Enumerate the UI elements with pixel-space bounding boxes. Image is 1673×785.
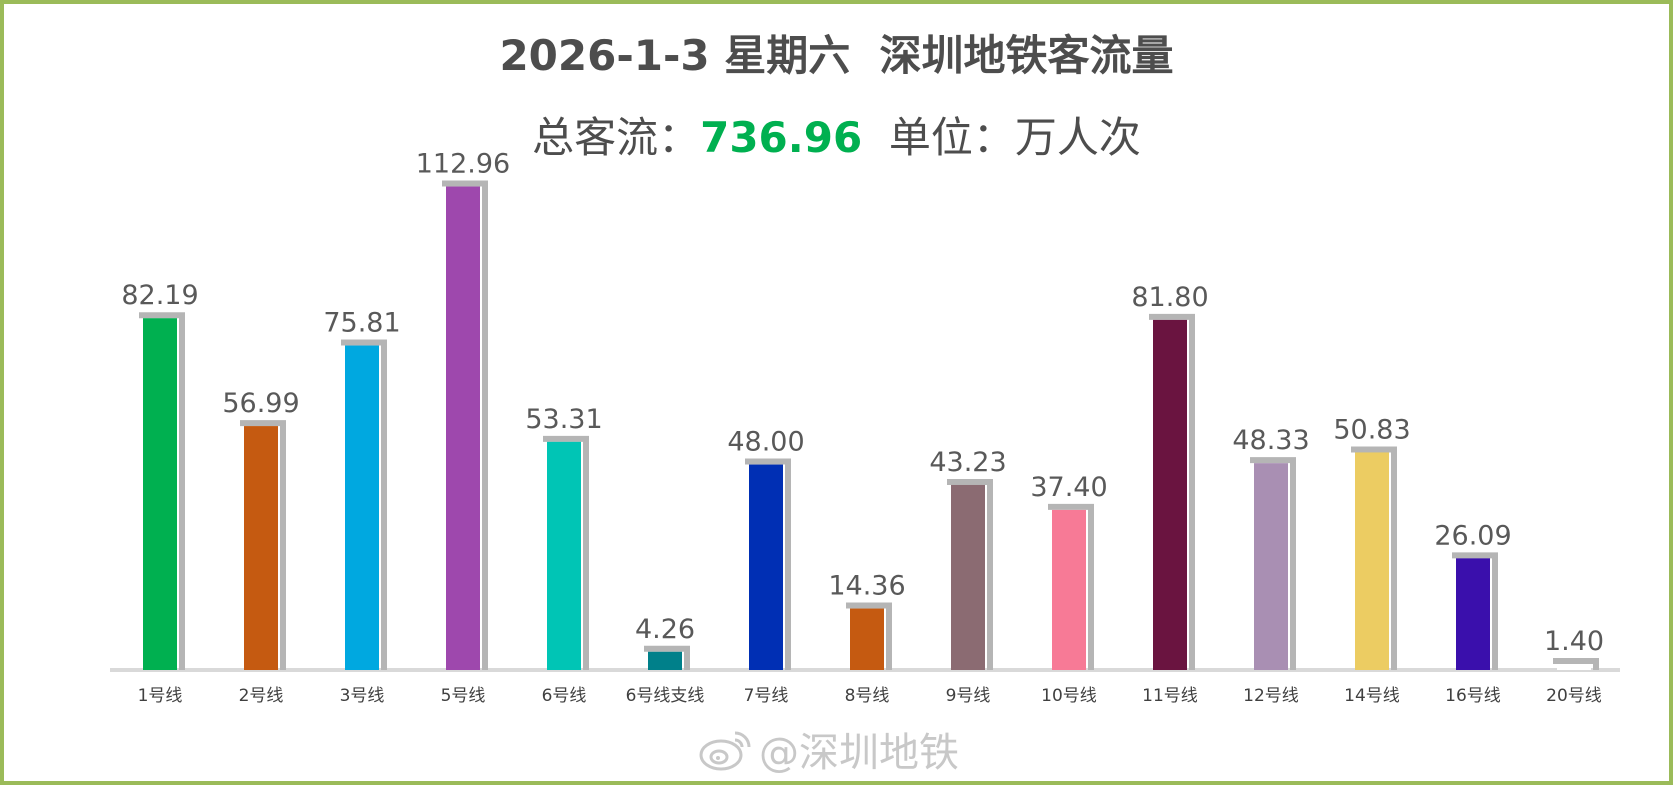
bar-shadow xyxy=(442,180,488,671)
value-label: 75.81 xyxy=(323,308,400,339)
category-label: 2号线 xyxy=(239,686,284,706)
value-label: 48.00 xyxy=(727,427,804,458)
watermark: @深圳地铁 xyxy=(697,720,959,778)
bar-shadow xyxy=(1048,503,1094,670)
category-label: 6号线 xyxy=(542,686,587,706)
value-label: 112.96 xyxy=(416,149,510,180)
category-label: 14号线 xyxy=(1344,686,1400,706)
value-label: 43.23 xyxy=(929,447,1006,478)
bar-7号线 xyxy=(749,464,783,670)
value-label: 4.26 xyxy=(635,614,695,645)
bar-shadow xyxy=(139,312,185,670)
category-label: 16号线 xyxy=(1445,686,1501,706)
bar-2号线 xyxy=(244,426,278,670)
bar-shadow xyxy=(1553,658,1599,670)
bar-shadow xyxy=(745,458,791,670)
bar-3号线 xyxy=(345,345,379,670)
value-label: 14.36 xyxy=(828,571,905,602)
value-label: 56.99 xyxy=(222,388,299,419)
bar-12号线 xyxy=(1254,463,1288,670)
value-label: 48.33 xyxy=(1232,425,1309,456)
bar-shadow xyxy=(644,645,690,670)
bar-6号线支线 xyxy=(648,651,682,670)
bar-10号线 xyxy=(1052,509,1086,670)
bar-16号线 xyxy=(1456,558,1490,670)
bar-shadow xyxy=(341,339,387,670)
category-label: 8号线 xyxy=(845,686,890,706)
value-label: 50.83 xyxy=(1333,414,1410,445)
category-label: 5号线 xyxy=(441,686,486,706)
bar-14号线 xyxy=(1355,452,1389,670)
value-label: 1.40 xyxy=(1544,626,1604,657)
bar-20号线 xyxy=(1557,664,1591,670)
category-label: 3号线 xyxy=(340,686,385,706)
bar-shadow xyxy=(947,478,993,670)
bar-shadow xyxy=(846,602,892,670)
bar-8号线 xyxy=(850,608,884,670)
bar-1号线 xyxy=(143,318,177,670)
bar-9号线 xyxy=(951,484,985,670)
chart-subtitle: 总客流：736.96 单位：万人次 xyxy=(0,104,1673,165)
bar-11号线 xyxy=(1153,319,1187,670)
category-label: 6号线支线 xyxy=(626,686,705,706)
value-label: 81.80 xyxy=(1131,282,1208,313)
bar-5号线 xyxy=(446,186,480,671)
value-label: 53.31 xyxy=(525,404,602,435)
total-value: 736.96 xyxy=(700,113,863,162)
category-label: 7号线 xyxy=(744,686,789,706)
value-label: 37.40 xyxy=(1030,472,1107,503)
bar-shadow xyxy=(543,435,589,670)
bar-shadow xyxy=(1250,457,1296,670)
bar-6号线 xyxy=(547,441,581,670)
total-label: 总客流： xyxy=(532,113,701,162)
watermark-text: @深圳地铁 xyxy=(759,730,959,776)
bar-shadow xyxy=(240,420,286,670)
category-label: 9号线 xyxy=(946,686,991,706)
category-label: 12号线 xyxy=(1243,686,1299,706)
category-label: 20号线 xyxy=(1546,686,1602,706)
category-label: 10号线 xyxy=(1041,686,1097,706)
category-label: 1号线 xyxy=(138,686,183,706)
weibo-icon xyxy=(699,731,751,771)
chart-title: 2026-1-3 星期六 深圳地铁客流量 xyxy=(499,31,1174,80)
unit-label: 单位：万人次 xyxy=(888,113,1141,162)
bar-shadow xyxy=(1351,446,1397,670)
value-label: 26.09 xyxy=(1434,520,1511,551)
bar-shadow xyxy=(1452,552,1498,670)
category-label: 11号线 xyxy=(1142,686,1198,706)
bar-shadow xyxy=(1149,313,1195,670)
value-label: 82.19 xyxy=(121,280,198,311)
